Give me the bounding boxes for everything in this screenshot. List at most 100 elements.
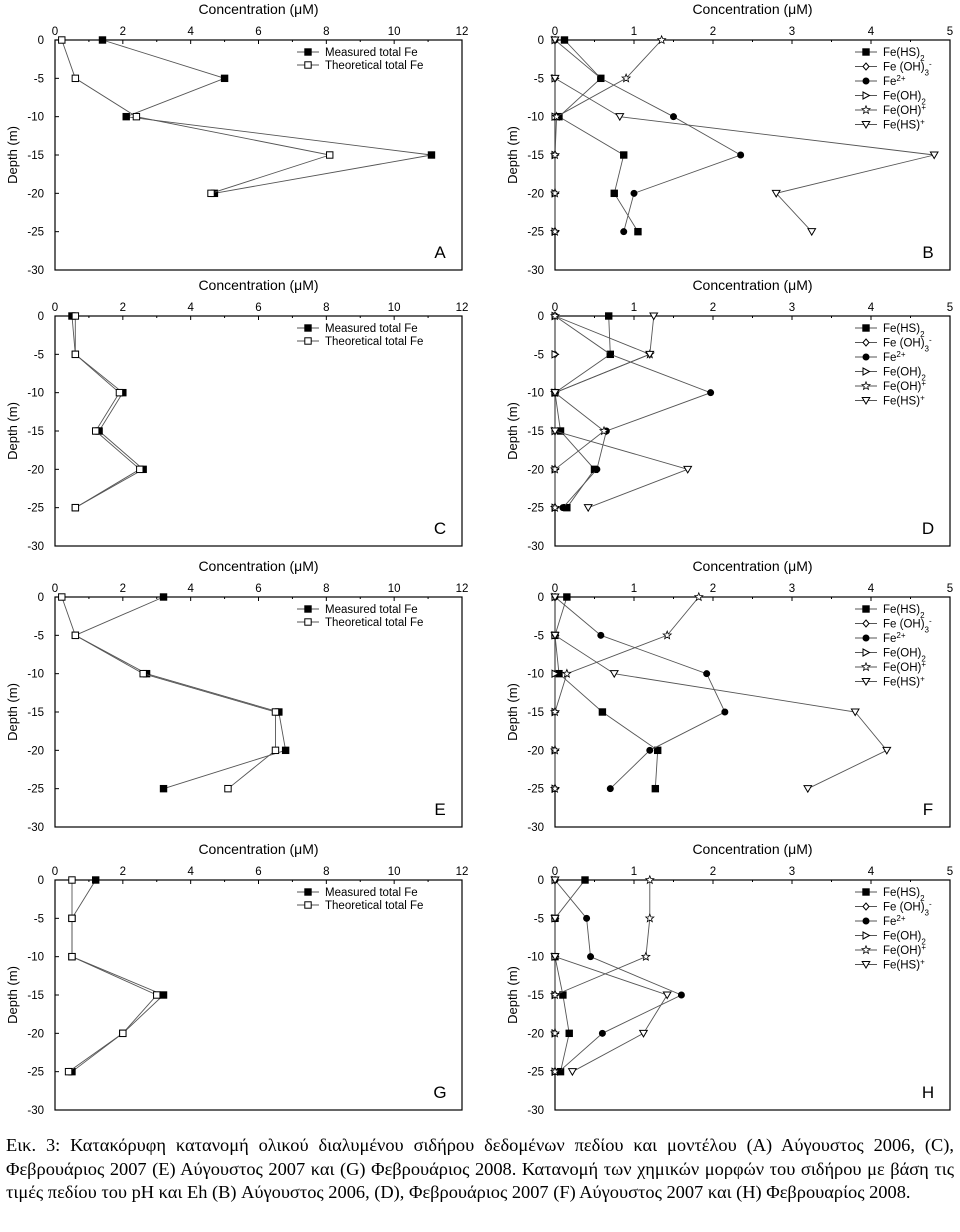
data-point: [882, 746, 892, 755]
x-tick-label: 8: [323, 26, 329, 38]
legend-marker: [862, 77, 870, 85]
plot-frame: [54, 596, 463, 828]
x-tick-label: 4: [187, 583, 194, 595]
data-point: [651, 784, 660, 793]
legend-entry: Fe(HS)+: [883, 674, 925, 689]
x-axis-label: Concentration (μM): [198, 841, 318, 857]
y-tick-label: 0: [38, 311, 44, 323]
data-point: [640, 951, 651, 961]
data-point: [560, 36, 569, 44]
legend-entry: Fe(HS)+: [883, 957, 925, 972]
data-point: [550, 876, 560, 885]
y-tick-label: -25: [27, 503, 44, 515]
chart-panel-b: 0 1 2 3 4 5 0 -5 -10 -15 -20 -25 -30 Concentration (μ…: [505, 1, 953, 277]
y-tick-label: -20: [527, 1028, 544, 1040]
legend-entry: Fe (OH)3-: [883, 335, 932, 353]
x-tick-label: 0: [52, 866, 58, 878]
x-tick-label: 10: [388, 26, 401, 38]
x-axis-label: Concentration (μM): [692, 841, 812, 857]
data-point: [683, 465, 693, 474]
y-tick-label: -25: [527, 1067, 544, 1079]
y-tick-label: -5: [34, 349, 44, 361]
data-point: [670, 113, 677, 121]
y-tick-label: -10: [27, 388, 44, 400]
legend-entry: Fe2+: [883, 914, 906, 929]
y-tick-label: -15: [27, 426, 44, 438]
x-tick-label: 2: [120, 866, 126, 878]
data-point: [598, 425, 610, 436]
legend-entry: Fe (OH)3-: [883, 899, 932, 917]
y-axis-label: Depth (m): [505, 126, 520, 184]
data-point: [609, 670, 619, 679]
legend-entry: Fe(HS)2: [883, 887, 925, 903]
data-point: [224, 784, 232, 793]
data-point: [58, 593, 66, 601]
data-point: [159, 784, 168, 793]
data-point: [92, 876, 100, 884]
data-point: [803, 785, 813, 794]
x-tick-label: 2: [710, 26, 716, 38]
y-axis-label: Depth (m): [5, 683, 20, 741]
data-point: [929, 151, 939, 160]
series-0: [68, 876, 168, 1076]
data-point: [98, 36, 107, 44]
series-0: [551, 593, 662, 793]
data-point: [567, 1068, 578, 1077]
data-point: [581, 876, 589, 884]
legend-marker: [862, 605, 870, 613]
y-tick-label: -30: [527, 822, 544, 834]
legend-entry: Theoretical total Fe: [325, 336, 423, 348]
x-tick-label: 4: [868, 302, 875, 314]
x-tick-label: 12: [456, 302, 469, 314]
legend-marker: [304, 61, 312, 69]
panel-label: D: [922, 519, 934, 538]
data-point: [646, 746, 654, 754]
x-axis-label: Concentration (μM): [692, 1, 812, 17]
series-line: [554, 879, 586, 1072]
data-point: [115, 388, 124, 397]
data-point: [71, 74, 80, 83]
data-point: [606, 350, 614, 358]
data-point: [593, 465, 601, 473]
data-point: [634, 227, 642, 236]
legend-marker: [861, 678, 871, 686]
x-tick-label: 3: [789, 26, 795, 38]
x-tick-label: 6: [255, 583, 261, 595]
y-tick-label: -5: [534, 349, 544, 361]
x-tick-label: 4: [187, 26, 194, 38]
figure: 0 2 4 6 8 10 12 0 -5 -10 -15 -20 -25 -30 Concentration…: [5, 1, 953, 1117]
y-tick-label: 0: [38, 592, 44, 604]
legend-entry: Measured total Fe: [325, 887, 418, 899]
x-axis-label: Concentration (μM): [692, 277, 812, 293]
legend-entry: Fe(HS)+: [883, 393, 925, 408]
data-point: [159, 593, 168, 601]
data-point: [549, 706, 561, 717]
y-tick-label: -10: [527, 669, 544, 681]
data-point: [597, 74, 605, 82]
chart-panel-h: 0 1 2 3 4 5 0 -5 -10 -15 -20 -25 -30 Concentration (μ…: [505, 841, 953, 1117]
series-line: [554, 315, 651, 508]
data-point: [71, 312, 80, 320]
data-point: [644, 874, 655, 885]
data-point: [807, 228, 817, 237]
legend: Fe(HS)2Fe (OH)3-Fe2+ Fe(OH)2Fe(OH)+Fe(HS)…: [855, 323, 932, 408]
series-line: [554, 596, 659, 789]
y-tick-label: -10: [527, 112, 544, 124]
y-tick-label: -15: [27, 990, 44, 1002]
y-tick-label: -25: [527, 227, 544, 239]
legend-entry: Theoretical total Fe: [325, 60, 423, 72]
legend-marker: [304, 48, 312, 56]
y-tick-label: 0: [38, 875, 44, 887]
series-line: [554, 40, 935, 233]
data-point: [587, 953, 595, 961]
data-point: [551, 349, 560, 359]
chart-panel-c: 0 2 4 6 8 10 12 0 -5 -10 -15 -20 -25 -30 Concentration…: [5, 277, 468, 553]
plot-frame: [554, 879, 951, 1111]
data-point: [550, 36, 560, 45]
data-point: [583, 914, 591, 922]
y-tick-label: -30: [27, 1105, 44, 1117]
legend: Fe(HS)2Fe (OH)3-Fe2+ Fe(OH)2Fe(OH)+Fe(HS)…: [855, 887, 932, 972]
y-tick-label: -5: [534, 913, 544, 925]
y-tick-label: -30: [527, 541, 544, 553]
